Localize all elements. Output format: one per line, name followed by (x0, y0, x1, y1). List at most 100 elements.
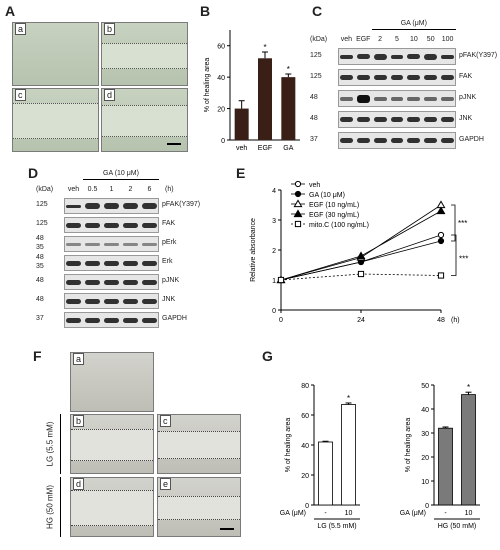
band (373, 75, 387, 80)
significance-mark: * (263, 43, 266, 52)
ga-header: GA (μM) (400, 20, 427, 27)
band (340, 75, 353, 80)
y-axis-label: % of healing area (405, 418, 412, 473)
panel-label-a: A (5, 3, 16, 19)
y-tick-label: 50 (421, 383, 429, 390)
protein-label: JNK (162, 296, 176, 303)
y-tick-label: 1 (272, 278, 276, 285)
ga-header: GA (10 μM) (103, 170, 139, 177)
band (104, 279, 119, 285)
band (66, 317, 81, 323)
y-tick-label: 20 (301, 473, 309, 480)
band (66, 242, 81, 246)
protein-label: FAK (459, 73, 473, 80)
data-point (293, 199, 303, 208)
band (85, 222, 100, 228)
kda-marker: 125 (310, 73, 322, 80)
lane-label: 10 (409, 36, 418, 43)
lane-label: veh (67, 186, 80, 193)
band (85, 298, 100, 304)
protein-label: GAPDH (162, 315, 187, 322)
data-point (436, 206, 446, 215)
y-axis-label: % of healing area (285, 418, 292, 473)
kda-marker: 35 (36, 244, 44, 251)
band (441, 54, 454, 59)
kda-marker: 48 (36, 235, 44, 242)
band (373, 117, 387, 122)
band (66, 222, 81, 228)
band (356, 117, 370, 122)
blot-d: GA (10 μM) (kDa) veh 0.5 1 2 6 (h) 125 pFAK(Y397)… (36, 170, 236, 330)
kda-marker: 48 (36, 254, 44, 261)
bar (438, 427, 453, 506)
category-label: veh (236, 145, 247, 152)
kda-marker: 48 (36, 277, 44, 284)
bar (281, 77, 296, 140)
y-tick-label: 3 (272, 218, 276, 225)
band (123, 203, 138, 209)
condition-label: HG (50 mM) (438, 523, 477, 530)
band (373, 53, 387, 60)
ga-header-line (83, 179, 159, 180)
micrograph-f-c: c (157, 414, 241, 474)
band (407, 54, 421, 59)
category-label: GA (283, 145, 293, 152)
micrograph-label: b (104, 23, 116, 35)
hg-side-label: HG (50 mM) (45, 485, 55, 529)
band (142, 317, 157, 323)
chart-e: 0 1 2 3 4 0 24 48 (h) Relative absorbance veh GA (1… (250, 180, 468, 324)
panel-label-d: D (28, 165, 39, 181)
kda-marker: 48 (36, 296, 44, 303)
y-tick-label: 30 (421, 431, 429, 438)
condition-label: LG (5.5 mM) (317, 523, 356, 530)
protein-label: pJNK (162, 277, 180, 284)
protein-label: Erk (162, 258, 173, 265)
protein-label: pFAK(Y397) (459, 52, 498, 59)
data-point (437, 237, 445, 245)
data-point (356, 251, 366, 260)
band (66, 298, 81, 304)
band (85, 260, 100, 266)
band (390, 75, 404, 80)
band (104, 222, 119, 228)
micrograph-f-d: d (70, 477, 154, 537)
y-tick-label: 40 (301, 443, 309, 450)
panel-label-g: G (262, 348, 273, 364)
band (390, 138, 404, 143)
band (390, 117, 404, 122)
micrograph-f-e: e (157, 477, 241, 537)
data-point (277, 276, 285, 284)
band (390, 96, 404, 101)
x-axis-label: (h) (451, 317, 460, 324)
kda-marker: 125 (36, 201, 48, 208)
blot-c: GA (μM) (kDa) veh EGF 2 5 10 50 100 125 pFAK(Y397)… (310, 20, 500, 160)
kda-marker: 48 (310, 115, 318, 122)
band (340, 138, 353, 143)
band (104, 203, 119, 209)
band (441, 117, 454, 122)
panel-label-f: F (33, 348, 42, 364)
y-tick-label: 10 (421, 479, 429, 486)
category-label: 10 (345, 510, 353, 517)
micrograph-label: d (104, 89, 116, 101)
band (66, 260, 81, 266)
lane-label: 100 (441, 36, 454, 43)
kda-marker: 125 (36, 220, 48, 227)
panel-label-c: C (312, 3, 323, 19)
hg-bracket (60, 477, 71, 537)
micrograph-label: c (160, 415, 171, 427)
category-label: - (324, 510, 327, 517)
band (424, 138, 438, 143)
band (66, 204, 81, 208)
protein-label: pJNK (459, 94, 477, 101)
significance-mark: * (467, 383, 470, 392)
chart-b: 0 20 40 60 % of healing area veh EGF * GA * (204, 30, 300, 152)
lane-label: 2 (128, 186, 133, 193)
bar (234, 108, 249, 140)
band (407, 75, 421, 80)
y-tick-label: 0 (221, 138, 225, 145)
y-tick-label: 40 (217, 75, 225, 82)
band (104, 317, 119, 323)
band (340, 54, 353, 59)
data-point (437, 231, 445, 239)
